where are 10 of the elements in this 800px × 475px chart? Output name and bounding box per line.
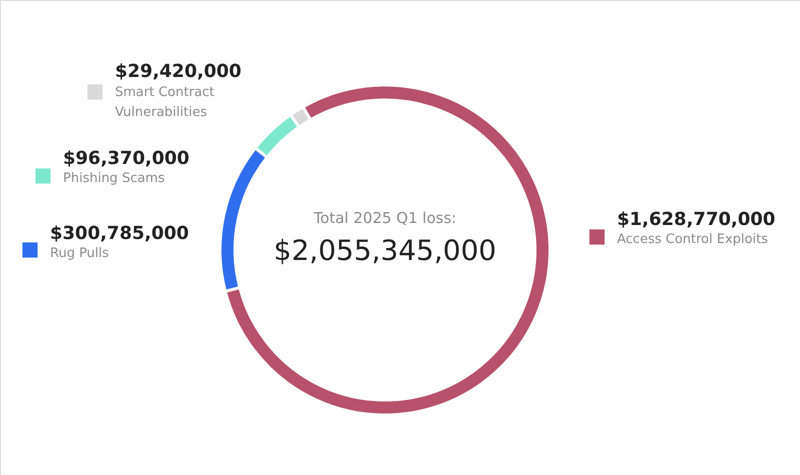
legend-label: Phishing Scams [63, 171, 165, 186]
legend-label: Rug Pulls [50, 246, 110, 261]
data-label: $96,370,000 [63, 148, 190, 169]
text: $2,055,345,000 [274, 234, 496, 267]
data-label: $1,628,770,000 [617, 209, 776, 230]
text: Total 2025 Q1 loss: [312, 209, 456, 227]
legend-label: Access Control Exploits [617, 232, 768, 247]
legend-label: Smart Contract Vulnerabilities [115, 85, 214, 120]
data-label: $300,785,000 [50, 223, 189, 244]
data-label: $29,420,000 [115, 61, 242, 82]
